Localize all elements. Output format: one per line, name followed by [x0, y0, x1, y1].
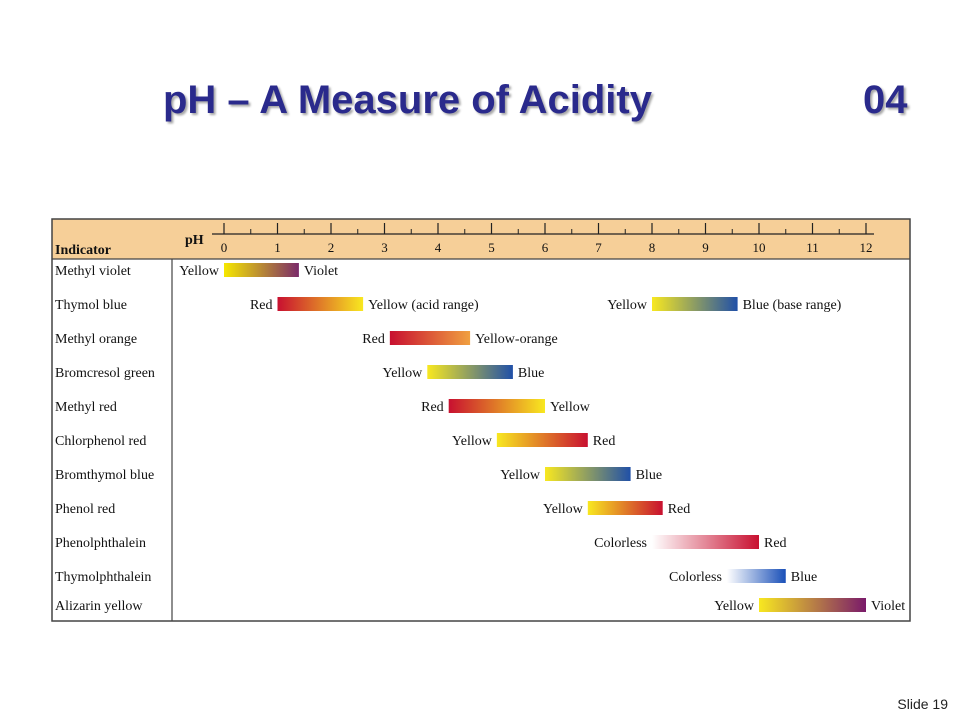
- color-range-bar: [726, 569, 786, 583]
- indicator-name: Methyl red: [55, 400, 117, 415]
- indicator-name: Thymol blue: [55, 298, 127, 313]
- ph-tick-label: 5: [488, 240, 495, 255]
- indicator-name: Thymolphthalein: [55, 570, 151, 585]
- ph-tick-label: 12: [860, 240, 873, 255]
- color-range-bar: [496, 433, 588, 447]
- high-ph-color-label: Red: [593, 434, 616, 449]
- low-ph-color-label: Colorless: [594, 536, 647, 551]
- high-ph-color-label: Red: [764, 536, 787, 551]
- ph-header: pH: [185, 233, 204, 248]
- high-ph-color-label: Yellow-orange: [475, 332, 558, 347]
- low-ph-color-label: Yellow: [382, 366, 423, 381]
- ph-tick-label: 9: [702, 240, 709, 255]
- indicator-header: Indicator: [55, 243, 111, 258]
- ph-tick-label: 11: [806, 240, 819, 255]
- high-ph-color-label: Red: [668, 502, 691, 517]
- high-ph-color-label: Blue: [636, 468, 662, 483]
- color-range-bar: [545, 467, 631, 481]
- indicator-name: Alizarin yellow: [55, 599, 143, 614]
- color-range-bar: [427, 365, 513, 379]
- low-ph-color-label: Yellow: [607, 298, 648, 313]
- low-ph-color-label: Yellow: [179, 264, 220, 279]
- color-range-bar: [587, 501, 663, 515]
- low-ph-color-label: Colorless: [669, 570, 722, 585]
- high-ph-color-label: Blue: [791, 570, 817, 585]
- ph-tick-label: 0: [221, 240, 228, 255]
- ph-tick-label: 7: [595, 240, 602, 255]
- low-ph-color-label: Yellow: [500, 468, 541, 483]
- color-range-bar: [652, 297, 738, 311]
- low-ph-color-label: Red: [421, 400, 444, 415]
- ph-tick-label: 8: [649, 240, 656, 255]
- indicator-name: Bromcresol green: [55, 366, 155, 381]
- color-range-bar: [652, 535, 759, 549]
- indicator-name: Methyl violet: [55, 264, 131, 279]
- slide-title: pH – A Measure of Acidity: [163, 78, 652, 122]
- high-ph-color-label: Violet: [871, 599, 905, 614]
- ph-tick-label: 1: [274, 240, 281, 255]
- indicator-name: Phenolphthalein: [55, 536, 146, 551]
- high-ph-color-label: Blue: [518, 366, 544, 381]
- low-ph-color-label: Red: [362, 332, 385, 347]
- color-range-bar: [448, 399, 545, 413]
- color-range-bar: [389, 331, 471, 345]
- indicator-name: Chlorphenol red: [55, 434, 146, 449]
- slide-number: 04: [863, 78, 908, 122]
- low-ph-color-label: Yellow: [452, 434, 493, 449]
- indicator-name: Methyl orange: [55, 332, 137, 347]
- color-range-bar: [224, 263, 299, 277]
- ph-tick-label: 10: [753, 240, 766, 255]
- low-ph-color-label: Yellow: [714, 599, 755, 614]
- high-ph-color-label: Yellow: [550, 400, 591, 415]
- ph-tick-label: 4: [435, 240, 442, 255]
- ph-tick-label: 3: [381, 240, 388, 255]
- ph-tick-label: 6: [542, 240, 549, 255]
- indicator-name: Phenol red: [55, 502, 115, 517]
- indicator-name: Bromthymol blue: [55, 468, 154, 483]
- ph-tick-label: 2: [328, 240, 335, 255]
- slide-footer: Slide 19: [897, 696, 948, 712]
- high-ph-color-label: Blue (base range): [743, 298, 842, 313]
- chart-header-band: [52, 219, 910, 259]
- chart-border: [51, 218, 911, 622]
- low-ph-color-label: Red: [250, 298, 273, 313]
- color-range-bar: [277, 297, 364, 311]
- low-ph-color-label: Yellow: [543, 502, 584, 517]
- high-ph-color-label: Violet: [304, 264, 338, 279]
- color-range-bar: [759, 598, 866, 612]
- high-ph-color-label: Yellow (acid range): [368, 298, 479, 313]
